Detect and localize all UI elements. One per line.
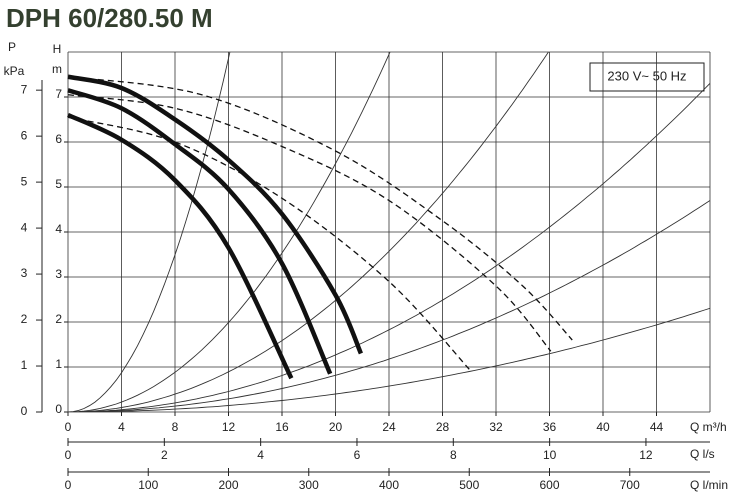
y-tick-label: 2 — [55, 312, 62, 326]
x3-tick-label: 0 — [65, 478, 72, 492]
x-tick-label: 4 — [118, 420, 125, 434]
x3-tick-label: 100 — [138, 478, 158, 492]
system-curve — [68, 200, 710, 412]
y2-tick-label: 6 — [21, 128, 28, 142]
system-curve — [68, 52, 231, 412]
x-tick-label: 12 — [222, 420, 236, 434]
x-tick-label: 20 — [329, 420, 343, 434]
system-curve — [68, 52, 391, 412]
y-label: H — [53, 42, 62, 56]
system-curve — [68, 82, 710, 412]
x3-tick-label: 300 — [299, 478, 319, 492]
x-tick-label: 36 — [543, 420, 557, 434]
y-tick-label: 3 — [55, 267, 62, 281]
x-tick-label: 32 — [489, 420, 503, 434]
pump-curve — [67, 88, 333, 375]
x2-tick-label: 8 — [450, 448, 457, 462]
y2-tick-label: 3 — [21, 266, 28, 280]
y-tick-label: 6 — [55, 132, 62, 146]
max-curve — [67, 76, 573, 341]
y2-label: P — [8, 40, 16, 54]
x2-tick-label: 6 — [354, 448, 361, 462]
y2-tick-label: 7 — [21, 82, 28, 96]
y-tick-label: 4 — [55, 222, 62, 236]
x-tick-label: 28 — [436, 420, 450, 434]
x3-tick-label: 200 — [218, 478, 238, 492]
x2-tick-label: 0 — [65, 448, 72, 462]
max-curve — [67, 94, 552, 352]
x3-tick-label: 400 — [379, 478, 399, 492]
y2-unit: kPa — [4, 64, 25, 78]
annotation-box — [589, 62, 705, 92]
x2-tick-label: 4 — [257, 448, 264, 462]
x2-tick-label: 12 — [639, 448, 653, 462]
y2-tick-label: 1 — [21, 358, 28, 372]
annotation: 230 V~ 50 Hz — [607, 68, 686, 83]
x-tick-label: 40 — [596, 420, 610, 434]
x3-tick-label: 500 — [459, 478, 479, 492]
y-tick-label: 1 — [55, 357, 62, 371]
y-tick-label: 0 — [55, 402, 62, 416]
x-tick-label: 16 — [275, 420, 289, 434]
x-tick-label: 24 — [382, 420, 396, 434]
x2-tick-label: 10 — [543, 448, 557, 462]
y-unit: m — [52, 62, 62, 76]
pump-curve — [67, 74, 363, 355]
chart-title: DPH 60/280.50 M — [6, 3, 213, 33]
y-tick-label: 5 — [55, 177, 62, 191]
pump-curve — [67, 112, 294, 380]
y-tick-label: 7 — [55, 87, 62, 101]
x2-label: Q l/s — [690, 447, 715, 461]
y2-tick-label: 4 — [21, 220, 28, 234]
x-tick-label: 8 — [172, 420, 179, 434]
max-curve — [67, 116, 470, 370]
x-label: Q m³/h — [690, 420, 727, 434]
x-tick-label: 44 — [650, 420, 664, 434]
y2-tick-label: 0 — [21, 404, 28, 418]
x2-tick-label: 2 — [161, 448, 168, 462]
y2-tick-label: 2 — [21, 312, 28, 326]
x3-tick-label: 600 — [539, 478, 559, 492]
x3-label: Q l/min — [690, 478, 728, 492]
y2-tick-label: 5 — [21, 174, 28, 188]
x-tick-label: 0 — [65, 420, 72, 434]
system-curve — [68, 52, 549, 412]
system-curve — [68, 307, 710, 412]
x3-tick-label: 700 — [620, 478, 640, 492]
